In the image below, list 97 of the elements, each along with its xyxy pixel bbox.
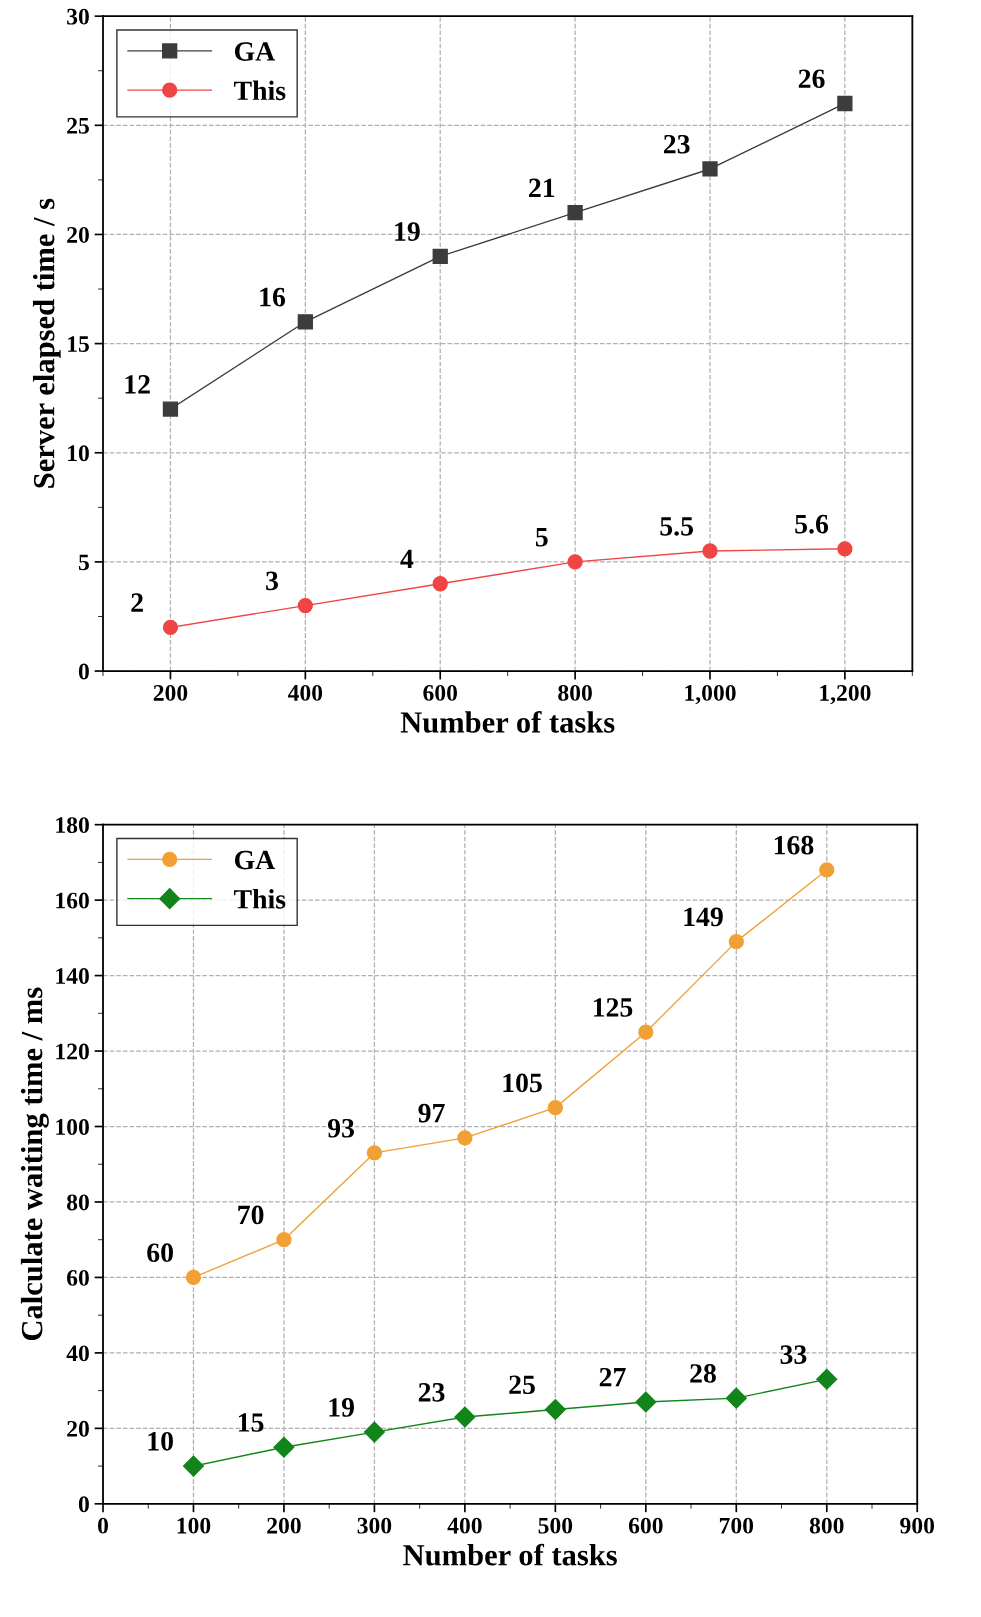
data-label: 5.5 [660, 517, 694, 536]
data-label: 27 [599, 1367, 626, 1387]
x-tick-label: 600 [628, 1517, 663, 1534]
y-tick-label: 60 [67, 1269, 89, 1286]
data-label: 23 [418, 1383, 445, 1402]
y-tick-label: 0 [78, 663, 89, 680]
point [366, 1145, 383, 1161]
x-tick-label: 0 [98, 1517, 109, 1534]
x-tick-label: 800 [809, 1517, 844, 1534]
data-label: 125 [593, 998, 633, 1017]
x-tick-label: 100 [177, 1517, 211, 1534]
y-axis-title: Calculate waiting time / ms [20, 987, 49, 1341]
point [837, 95, 853, 112]
data-label: 3 [266, 571, 278, 591]
legend-label: This [233, 889, 286, 909]
point [162, 401, 179, 417]
x-tick-label: 300 [357, 1517, 392, 1534]
x-tick-label: 400 [287, 684, 323, 701]
data-label: 23 [663, 134, 690, 154]
point [547, 1100, 563, 1116]
point [454, 1406, 476, 1428]
data-label: 15 [238, 1413, 264, 1432]
data-label: 25 [509, 1375, 535, 1395]
point [182, 1455, 204, 1477]
x-tick-label: 500 [538, 1517, 573, 1534]
point [837, 541, 853, 557]
x-tick-label: 200 [153, 684, 188, 701]
point [185, 1269, 202, 1286]
data-label: 5.6 [795, 514, 829, 534]
data-label: 28 [690, 1364, 716, 1383]
y-tick-label: 120 [56, 1043, 89, 1060]
point [702, 161, 718, 177]
data-label: 5 [535, 528, 548, 547]
data-label: 105 [503, 1073, 542, 1093]
data-label: 16 [260, 287, 286, 307]
point [297, 597, 313, 614]
point [816, 1368, 838, 1390]
x-tick-label: 1,200 [820, 684, 871, 705]
data-label: 10 [148, 1431, 173, 1451]
data-label: 12 [125, 375, 150, 394]
y-tick-label: 10 [68, 445, 89, 462]
y-tick-label: 30 [67, 8, 89, 25]
y-tick-label: 0 [78, 1496, 89, 1513]
point [544, 1398, 566, 1421]
y-tick-label: 20 [67, 226, 89, 243]
point [728, 933, 744, 950]
data-label: 60 [147, 1243, 173, 1263]
legend-label: GA [234, 850, 276, 870]
data-label: 93 [327, 1118, 355, 1138]
data-label: 97 [418, 1103, 445, 1123]
data-label: 149 [684, 907, 723, 927]
data-label: 168 [774, 835, 814, 855]
point [363, 1421, 385, 1443]
y-tick-label: 20 [67, 1420, 89, 1437]
point [819, 862, 835, 878]
data-label: 26 [798, 69, 825, 89]
x-tick-label: 900 [900, 1517, 935, 1534]
data-label: 4 [400, 549, 414, 569]
point [273, 1436, 295, 1458]
point [702, 543, 718, 559]
y-tick-label: 80 [66, 1194, 89, 1211]
point [638, 1024, 654, 1040]
point [725, 1387, 747, 1409]
x-tick-label: 700 [719, 1517, 754, 1534]
point [457, 1130, 473, 1146]
y-tick-label: 160 [56, 892, 89, 909]
data-label: 2 [131, 593, 143, 612]
x-tick-label: 200 [267, 1517, 301, 1534]
y-tick-label: 15 [68, 336, 89, 353]
x-tick-label: 400 [447, 1517, 482, 1534]
x-tick-label: 1,000 [685, 684, 736, 705]
x-axis-title: Number of tasks [403, 1543, 617, 1566]
point [567, 554, 583, 570]
point [567, 204, 583, 221]
y-tick-label: 25 [67, 117, 89, 134]
y-tick-label: 100 [56, 1119, 89, 1135]
legend-label: This [233, 80, 286, 101]
y-tick-label: 180 [56, 817, 89, 834]
data-label: 70 [238, 1205, 264, 1225]
point [635, 1391, 657, 1413]
x-axis-title: Number of tasks [400, 710, 615, 733]
data-label: 33 [780, 1345, 807, 1364]
y-tick-label: 5 [78, 554, 89, 571]
point [297, 314, 313, 330]
x-tick-label: 800 [558, 684, 592, 701]
x-tick-label: 600 [423, 684, 458, 701]
point [432, 576, 448, 592]
legend-label: GA [234, 42, 276, 61]
data-label: 19 [329, 1398, 354, 1417]
data-label: 19 [395, 222, 420, 241]
point [162, 619, 179, 636]
y-axis-title: Server elapsed time / s [32, 198, 61, 488]
y-tick-label: 40 [66, 1345, 89, 1362]
point [432, 248, 448, 264]
data-label: 21 [529, 178, 555, 197]
point [276, 1232, 292, 1248]
y-tick-label: 140 [56, 968, 89, 985]
